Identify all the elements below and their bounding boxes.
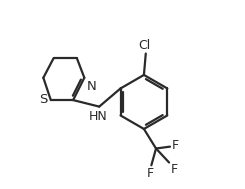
Text: Cl: Cl — [139, 39, 151, 52]
Text: HN: HN — [89, 110, 108, 123]
Text: N: N — [86, 80, 96, 93]
Text: F: F — [147, 167, 154, 180]
Text: F: F — [171, 163, 178, 176]
Text: S: S — [39, 93, 48, 106]
Text: F: F — [172, 139, 179, 152]
